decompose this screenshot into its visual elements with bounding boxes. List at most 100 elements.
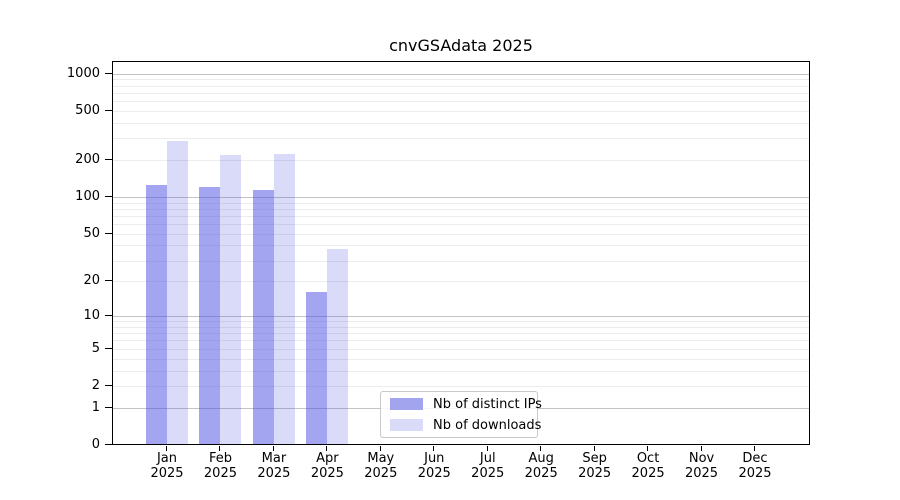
x-tick-year: 2025 <box>578 466 612 481</box>
x-tick-label-jan: Jan 2025 <box>127 451 207 481</box>
gridline-minor <box>113 215 809 217</box>
gridline-minor <box>113 321 809 323</box>
x-tick-year: 2025 <box>310 466 344 481</box>
x-tick-mark <box>754 446 755 451</box>
x-tick-year: 2025 <box>524 466 558 481</box>
y-tick-mark <box>105 384 112 386</box>
x-tick-mark <box>647 446 649 451</box>
gridline-minor <box>113 358 809 360</box>
y-tick-mark <box>105 110 112 111</box>
x-tick-year: 2025 <box>417 466 451 481</box>
gridline-minor <box>113 160 809 162</box>
gridline-minor <box>113 101 809 103</box>
gridline-minor <box>113 202 809 204</box>
gridline-major <box>113 197 809 199</box>
x-tick-month: Apr <box>316 451 339 466</box>
x-tick-year: 2025 <box>684 466 719 481</box>
x-tick-year: 2025 <box>631 466 665 481</box>
y-tick-label: 1 <box>91 399 100 415</box>
x-tick-mark <box>593 446 595 451</box>
plot-area <box>112 61 810 445</box>
gridline-minor <box>113 92 809 94</box>
y-tick-mark <box>105 196 112 198</box>
x-tick-month: Feb <box>208 451 232 466</box>
x-tick-month: Jan <box>156 451 178 466</box>
x-tick-month: Nov <box>688 451 715 466</box>
y-tick-label: 200 <box>75 152 100 168</box>
bar-downloads-jan <box>167 141 188 444</box>
legend-item-distinct-ips: Nb of distinct IPs <box>390 394 542 414</box>
bar-distinct-ips-feb <box>199 187 221 444</box>
legend-label-downloads: Nb of downloads <box>433 417 542 433</box>
y-tick-mark <box>105 444 112 445</box>
x-tick-label-may: May 2025 <box>341 451 421 481</box>
y-tick-mark <box>105 72 112 74</box>
bar-downloads-feb <box>220 155 242 444</box>
x-tick-mark <box>326 446 328 451</box>
x-tick-mark <box>379 446 381 451</box>
y-tick-mark <box>105 406 112 408</box>
gridline-minor <box>113 111 809 112</box>
x-tick-month: Dec <box>742 451 768 466</box>
legend-swatch-downloads <box>390 419 423 431</box>
x-tick-month: Jul <box>479 451 496 466</box>
x-tick-label-nov: Nov 2025 <box>662 451 742 481</box>
x-tick-month: Mar <box>261 451 287 466</box>
legend-item-downloads: Nb of downloads <box>390 415 541 435</box>
gridline-minor <box>113 245 809 247</box>
y-tick-mark <box>105 159 112 161</box>
bar-distinct-ips-apr <box>306 292 328 444</box>
gridline-major <box>113 316 809 318</box>
gridline-minor <box>113 370 809 372</box>
x-tick-year: 2025 <box>203 466 237 481</box>
gridline-minor <box>113 260 809 262</box>
x-tick-mark <box>700 446 702 451</box>
y-tick-label: 500 <box>75 103 100 118</box>
x-tick-label-dec: Dec 2025 <box>715 451 795 481</box>
x-tick-mark <box>219 446 221 451</box>
y-tick-label: 2 <box>91 377 100 393</box>
x-tick-month: Aug <box>528 451 554 466</box>
x-tick-mark <box>272 446 274 451</box>
y-tick-label: 5 <box>91 340 100 356</box>
gridline-minor <box>113 85 809 87</box>
gridline-minor <box>113 348 809 350</box>
gridline-minor <box>113 281 809 283</box>
y-tick-label: 0 <box>91 437 100 452</box>
x-tick-label-jun: Jun 2025 <box>394 451 474 481</box>
x-tick-year: 2025 <box>471 466 505 481</box>
bar-downloads-mar <box>273 154 295 444</box>
y-tick-mark <box>105 315 112 317</box>
gridline-minor <box>113 122 809 124</box>
x-tick-month: May <box>367 451 395 466</box>
y-tick-mark <box>105 280 112 282</box>
x-tick-mark <box>166 446 167 451</box>
legend: Nb of distinct IPs Nb of downloads <box>380 391 542 438</box>
x-tick-year: 2025 <box>738 466 772 481</box>
gridline-minor <box>113 138 809 140</box>
chart-title: cnvGSAdata 2025 <box>389 36 533 55</box>
x-tick-label-jul: Jul 2025 <box>448 451 528 481</box>
x-tick-mark <box>433 446 435 451</box>
x-tick-month: Oct <box>636 451 660 466</box>
y-tick-mark <box>105 232 112 234</box>
x-tick-label-oct: Oct 2025 <box>608 451 688 481</box>
x-tick-label-sep: Sep 2025 <box>555 451 635 481</box>
legend-label-distinct-ips: Nb of distinct IPs <box>433 396 542 412</box>
bar-distinct-ips-mar <box>252 190 274 444</box>
x-tick-label-apr: Apr 2025 <box>287 451 367 481</box>
gridline-minor <box>113 224 809 226</box>
legend-swatch-distinct-ips <box>390 398 423 410</box>
gridline-minor <box>113 208 809 210</box>
x-tick-label-aug: Aug 2025 <box>501 451 581 481</box>
y-tick-label: 50 <box>83 225 100 241</box>
gridline-minor <box>113 326 809 328</box>
x-tick-month: Jun <box>424 451 445 466</box>
bar-distinct-ips-jan <box>146 185 167 444</box>
gridline-major <box>113 73 809 75</box>
x-tick-year: 2025 <box>364 466 398 481</box>
gridline-minor <box>113 340 809 342</box>
y-tick-label: 100 <box>75 189 100 205</box>
x-tick-label-mar: Mar 2025 <box>234 451 314 481</box>
